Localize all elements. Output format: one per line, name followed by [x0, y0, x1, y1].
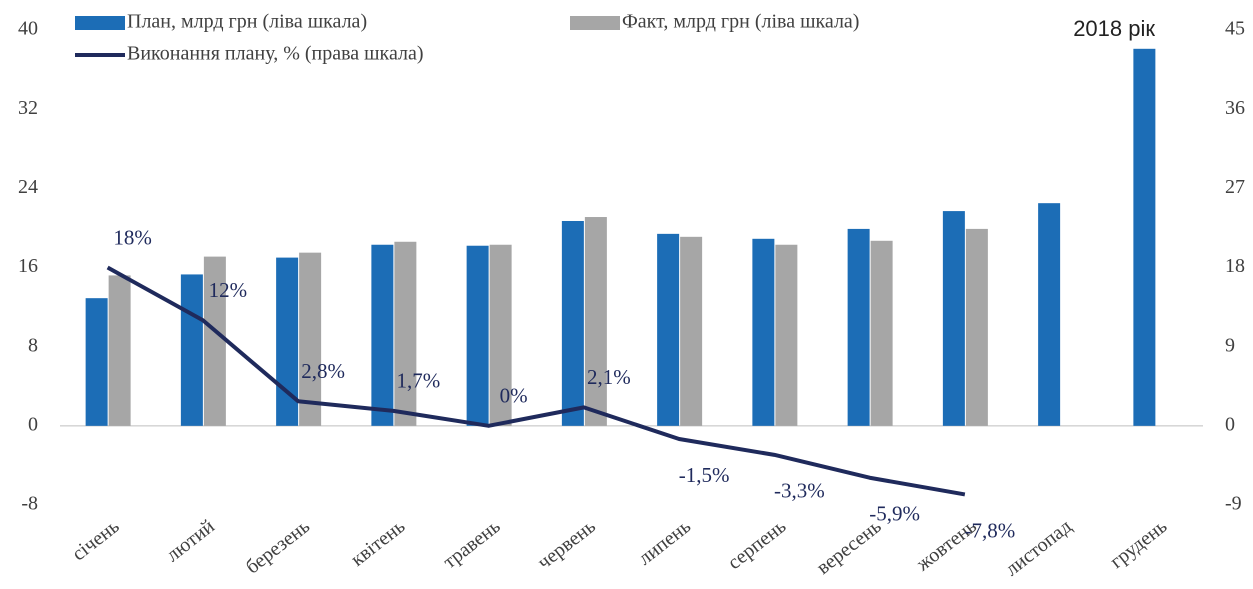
y-tick-label: 40	[18, 18, 38, 40]
bar	[180, 274, 203, 426]
y-tick-label: 32	[18, 97, 38, 119]
bar	[965, 228, 988, 426]
bar	[1038, 203, 1061, 426]
bar	[584, 217, 607, 426]
x-tick-label: липень	[634, 515, 695, 569]
data-label: 1,7%	[397, 369, 441, 393]
y2-tick-label: 9	[1225, 334, 1235, 356]
x-tick-label: серпень	[724, 515, 791, 574]
data-label: 2,1%	[587, 365, 631, 389]
data-label: 0%	[500, 384, 528, 408]
bar	[394, 241, 417, 426]
data-label: -5,9%	[869, 502, 920, 526]
bar	[657, 233, 680, 426]
data-label: 12%	[209, 278, 248, 302]
x-tick-label: лютий	[162, 515, 219, 566]
legend-swatch	[75, 16, 125, 30]
line	[106, 265, 966, 497]
x-tick-label: січень	[68, 515, 123, 565]
bar	[680, 236, 703, 426]
legend-label: Факт, млрд грн (ліва шкала)	[622, 11, 859, 33]
bar	[561, 220, 584, 426]
x-tick-label: травень	[439, 515, 504, 573]
legend-label: План, млрд грн (ліва шкала)	[127, 11, 367, 33]
data-label: -1,5%	[679, 463, 730, 487]
y-tick-label: 0	[28, 413, 38, 435]
bar	[85, 298, 108, 426]
bar	[276, 257, 299, 426]
x-tick-label: березень	[242, 515, 314, 578]
bar	[299, 252, 322, 426]
bar	[847, 228, 870, 426]
y2-tick-label: -9	[1225, 493, 1242, 515]
data-label: -3,3%	[774, 479, 825, 503]
y2-tick-label: 18	[1225, 255, 1245, 277]
x-tick-label: квітень	[347, 515, 410, 571]
legend-label: Виконання плану, % (права шкала)	[127, 43, 424, 65]
data-label: 2,8%	[301, 359, 345, 383]
bar	[108, 275, 131, 426]
bar	[775, 244, 798, 426]
y2-tick-label: 36	[1225, 97, 1245, 119]
data-label: 18%	[113, 225, 152, 249]
data-label: -7,8%	[965, 518, 1016, 542]
y2-tick-label: 45	[1225, 18, 1245, 40]
y2-tick-label: 27	[1225, 176, 1245, 198]
y-tick-label: -8	[21, 493, 38, 515]
y-tick-label: 16	[18, 255, 38, 277]
y2-tick-label: 0	[1225, 413, 1235, 435]
bar	[489, 244, 512, 426]
bar	[752, 238, 775, 426]
y-tick-label: 8	[28, 334, 38, 356]
bar	[466, 245, 489, 426]
bar	[870, 240, 893, 426]
legend-swatch	[570, 16, 620, 30]
y-tick-label: 24	[18, 176, 38, 198]
chart-title: 2018 рік	[1073, 16, 1155, 41]
bar	[371, 244, 394, 426]
bar	[942, 211, 965, 426]
x-tick-label: червень	[533, 515, 599, 574]
x-tick-label: грудень	[1106, 515, 1171, 573]
bar	[203, 256, 226, 426]
bar	[1133, 48, 1156, 426]
